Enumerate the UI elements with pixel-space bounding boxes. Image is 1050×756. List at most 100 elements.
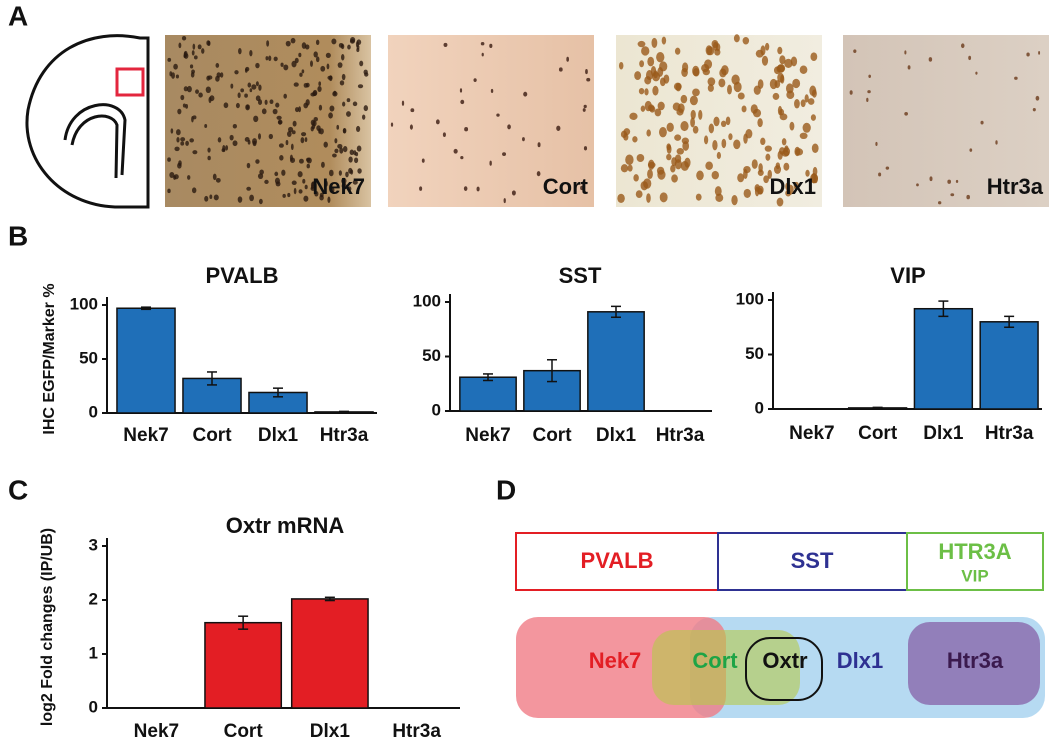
cell: [627, 164, 633, 172]
error-bar: [238, 615, 249, 630]
cell: [703, 135, 709, 145]
cell: [586, 77, 591, 82]
cell: [305, 99, 310, 106]
x-tick-label: Nek7: [789, 423, 834, 444]
cell: [230, 83, 234, 89]
cell: [198, 92, 203, 98]
cell: [363, 69, 368, 75]
brain-schematic: [25, 34, 150, 209]
cell: [672, 102, 681, 111]
cell: [761, 55, 769, 66]
cell: [180, 94, 185, 101]
cell: [304, 137, 308, 142]
cell: [692, 125, 699, 134]
cell: [342, 146, 348, 153]
region-label: Cort: [692, 648, 738, 673]
cell: [315, 56, 320, 63]
cell: [453, 148, 458, 154]
cell: [283, 93, 287, 99]
cell: [185, 140, 189, 146]
error-bar: [938, 300, 949, 318]
cell: [804, 94, 809, 103]
cell: [390, 122, 394, 127]
cell: [707, 84, 714, 92]
cell: [347, 44, 351, 50]
cell: [292, 120, 297, 127]
cell: [689, 95, 698, 106]
x-tick-label: Cort: [858, 423, 898, 444]
cell: [671, 174, 678, 183]
cell: [207, 40, 211, 47]
cell: [273, 56, 278, 62]
cell: [357, 84, 364, 89]
cell: [331, 38, 337, 45]
cell: [268, 55, 272, 62]
cell: [442, 132, 446, 138]
cell: [327, 196, 331, 203]
cell: [173, 174, 179, 180]
cell: [536, 171, 541, 177]
cell: [421, 158, 425, 163]
x-tick-label: Nek7: [123, 425, 168, 446]
cell: [313, 116, 318, 122]
image-label: Htr3a: [987, 174, 1044, 199]
cell: [240, 88, 245, 93]
cell: [776, 197, 784, 207]
cell: [661, 36, 667, 45]
cell: [342, 101, 346, 107]
cell: [334, 138, 338, 144]
cell: [204, 123, 208, 128]
y-axis-label: log2 Fold changes (IP/UB): [39, 528, 56, 726]
cell: [793, 181, 800, 190]
cell: [281, 169, 286, 176]
cell: [670, 164, 676, 173]
cell: [192, 150, 198, 155]
cell: [180, 141, 185, 146]
cell: [204, 195, 209, 202]
cell: [968, 55, 972, 61]
cell: [680, 161, 689, 171]
cell: [257, 173, 264, 180]
cell: [636, 153, 645, 163]
cell: [190, 71, 195, 78]
cell: [757, 118, 763, 128]
cell: [354, 157, 359, 164]
cell: [401, 100, 405, 106]
cell: [481, 52, 484, 57]
cell: [659, 192, 668, 203]
y-tick-label: 0: [432, 400, 441, 419]
cell: [283, 64, 289, 71]
cell: [647, 169, 653, 180]
cell: [695, 193, 702, 201]
cell: [676, 147, 684, 155]
error-bar: [611, 305, 621, 319]
cell: [674, 134, 682, 141]
cell: [866, 97, 869, 102]
cell: [496, 113, 500, 117]
cell: [794, 146, 801, 157]
y-tick-label: 0: [755, 398, 764, 417]
cell: [255, 81, 259, 87]
cell: [666, 122, 674, 133]
cell: [249, 49, 253, 57]
cell: [359, 60, 364, 67]
cell: [961, 43, 965, 49]
x-tick-label: Htr3a: [656, 425, 705, 446]
cell: [785, 83, 794, 94]
cell: [356, 125, 361, 132]
cell: [620, 164, 629, 173]
cell: [245, 104, 250, 111]
cell: [853, 49, 857, 54]
cell: [299, 72, 303, 77]
box-label: HTR3A: [938, 539, 1011, 564]
cell: [775, 162, 781, 170]
cell: [291, 180, 297, 186]
cell: [702, 68, 711, 76]
cell: [237, 196, 243, 203]
cell: [460, 99, 465, 105]
cell: [215, 63, 220, 68]
cell: [189, 64, 194, 69]
cell: [295, 107, 300, 113]
cell: [279, 154, 284, 161]
